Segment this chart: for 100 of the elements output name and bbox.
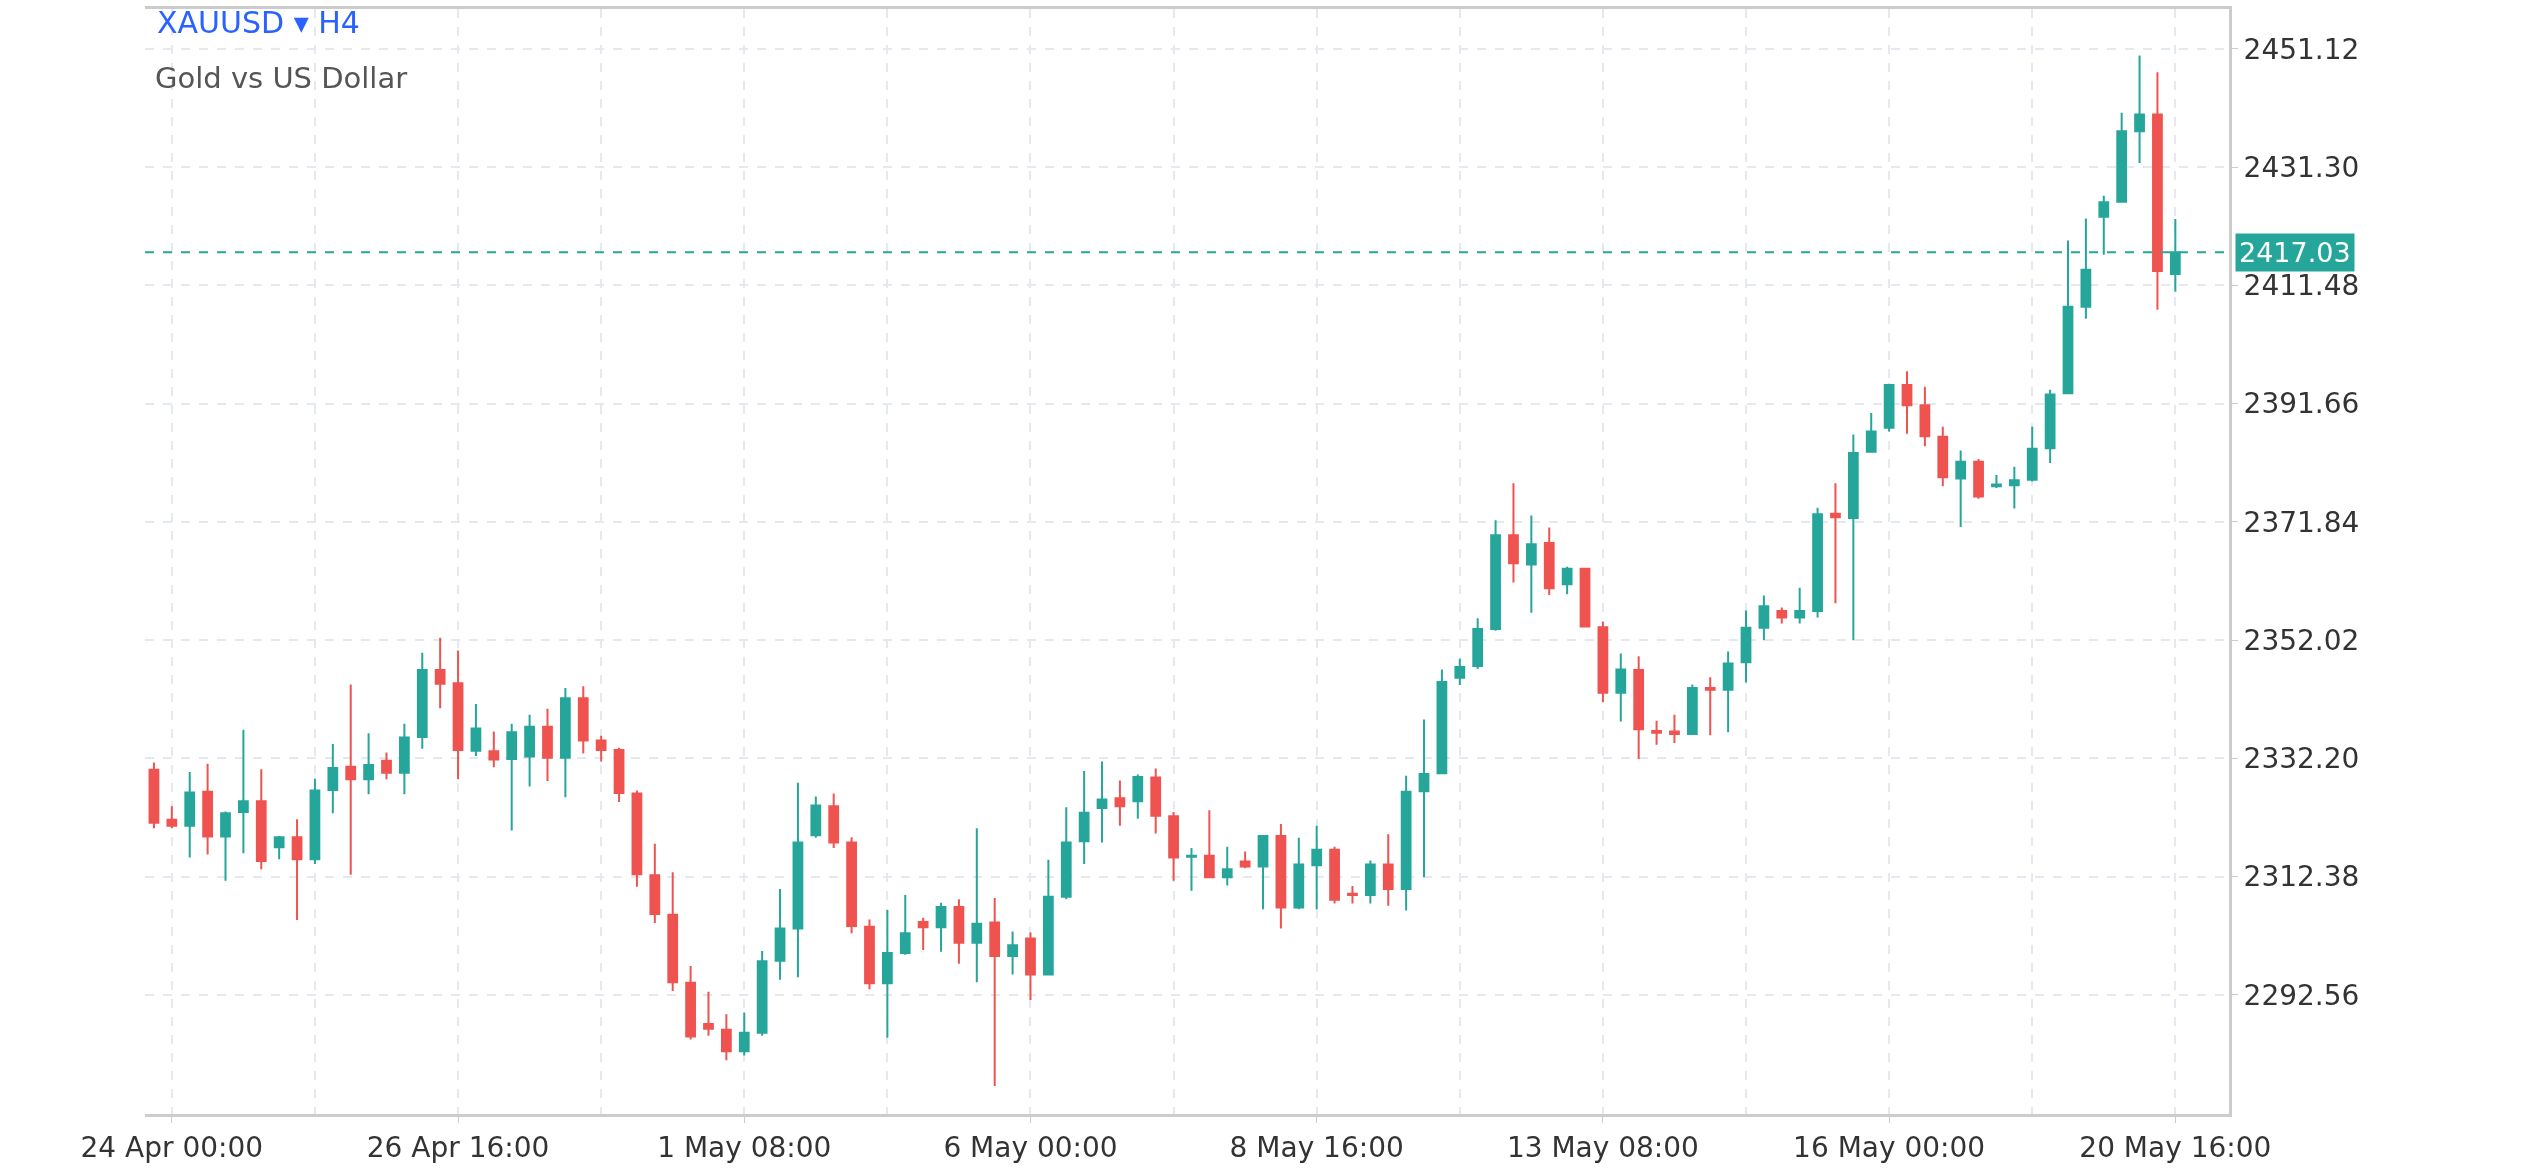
candlestick: [1919, 385, 1931, 448]
candlestick: [255, 768, 267, 871]
candlestick: [1579, 567, 1591, 629]
candlestick: [1364, 859, 1376, 905]
candlestick: [327, 743, 339, 815]
candlestick: [470, 703, 482, 758]
x-tick-label: 16 May 00:00: [1793, 1130, 1986, 1164]
x-tick-label: 8 May 16:00: [1229, 1130, 1404, 1164]
candlestick: [166, 805, 178, 830]
candlestick: [309, 777, 321, 865]
y-tick-label: 2451.12: [2243, 32, 2360, 66]
y-tick-label: 2371.84: [2243, 505, 2360, 539]
candlestick: [1132, 773, 1144, 820]
candlestick: [399, 722, 410, 796]
candlestick: [1686, 683, 1698, 735]
candlestick: [238, 728, 249, 855]
x-tick-label: 26 Apr 16:00: [366, 1130, 550, 1164]
candlestick: [1883, 382, 1895, 433]
candlestick: [1436, 668, 1448, 775]
candlestick: [1472, 617, 1484, 670]
y-tick-label: 2431.30: [2243, 150, 2360, 184]
candlestick: [595, 734, 607, 763]
candlestick: [1704, 676, 1716, 737]
candlestick: [1096, 760, 1108, 844]
candlestick: [2062, 239, 2074, 395]
y-tick-label: 2391.66: [2243, 387, 2360, 421]
candlestick: [1597, 620, 1609, 704]
y-tick-label: 2312.38: [2243, 860, 2360, 894]
candlestick: [1776, 606, 1788, 625]
candlestick: [1168, 811, 1179, 882]
candlestick: [1991, 473, 2002, 490]
candlestick: [1669, 713, 1680, 744]
candlestick: [1955, 449, 1967, 528]
candlestick: [703, 990, 714, 1037]
candlestick: [452, 649, 464, 781]
candlestick: [810, 795, 822, 839]
candlestick: [756, 950, 768, 1037]
x-tick-label: 1 May 08:00: [657, 1130, 832, 1164]
candlestick: [792, 781, 804, 979]
x-tick-label: 6 May 00:00: [943, 1130, 1118, 1164]
candlestick: [202, 762, 213, 856]
candlestick: [1293, 836, 1305, 911]
candlestick: [1525, 514, 1537, 614]
candlestick: [416, 651, 428, 750]
y-tick-label: 2411.48: [2243, 269, 2360, 303]
candlestick: [720, 1013, 732, 1062]
candlestick: [1114, 779, 1126, 827]
y-tick-label: 2332.20: [2243, 742, 2360, 776]
candlestick: [524, 713, 535, 788]
candlestick: [291, 818, 303, 922]
candlestick: [1490, 519, 1501, 632]
candlestick: [1847, 433, 1859, 642]
candlestick: [1275, 823, 1287, 930]
candlestick: [434, 636, 446, 710]
candlestick: [1382, 833, 1394, 907]
candlestick: [631, 789, 643, 888]
candlestick: [864, 918, 875, 991]
candlestick: [1329, 845, 1340, 905]
candlestick: [989, 897, 1001, 1087]
candlestick: [1239, 850, 1251, 870]
candlestick: [2152, 71, 2163, 311]
candlestick: [506, 722, 518, 832]
candlestick: [1740, 609, 1752, 684]
candlestick: [1042, 858, 1054, 976]
candlestick: [1221, 845, 1233, 887]
candlestick: [971, 827, 983, 984]
candlestick: [148, 761, 160, 830]
text: Gold vs US Dollar: [155, 61, 408, 95]
candlestick: [2098, 194, 2110, 256]
candlestick: [1025, 931, 1036, 1002]
candlestick: [917, 916, 929, 951]
candlestick: [738, 1011, 750, 1057]
candlestick: [1007, 930, 1018, 976]
candlestick: [953, 898, 965, 965]
candlestick: [1633, 655, 1645, 760]
candlestick: [1257, 834, 1269, 911]
candlestick: [220, 810, 231, 882]
candlestick: [381, 751, 392, 781]
candlestick: [1311, 824, 1323, 911]
candlestick: [935, 901, 947, 953]
y-tick-label: 2352.02: [2243, 623, 2360, 657]
candlestick: [685, 965, 696, 1041]
candlestick: [1865, 411, 1877, 453]
candlestick: [881, 908, 893, 1039]
candlestick: [1901, 370, 1913, 435]
candlestick: [1722, 650, 1734, 734]
candlestick: [649, 842, 661, 925]
candlestick: [1078, 769, 1090, 865]
candlestick: [1615, 652, 1627, 723]
candlestick: [345, 683, 357, 876]
candlestick: [577, 685, 589, 755]
candlestick: [184, 771, 196, 859]
candlestick: [273, 834, 285, 861]
candlestick: [363, 732, 374, 796]
candlestick: [2080, 217, 2092, 320]
candlestick: [2134, 54, 2145, 164]
candlestick: [774, 888, 786, 981]
candlestick: [1400, 774, 1412, 912]
candlestick: [1060, 806, 1072, 901]
candlestick: [1561, 565, 1573, 596]
